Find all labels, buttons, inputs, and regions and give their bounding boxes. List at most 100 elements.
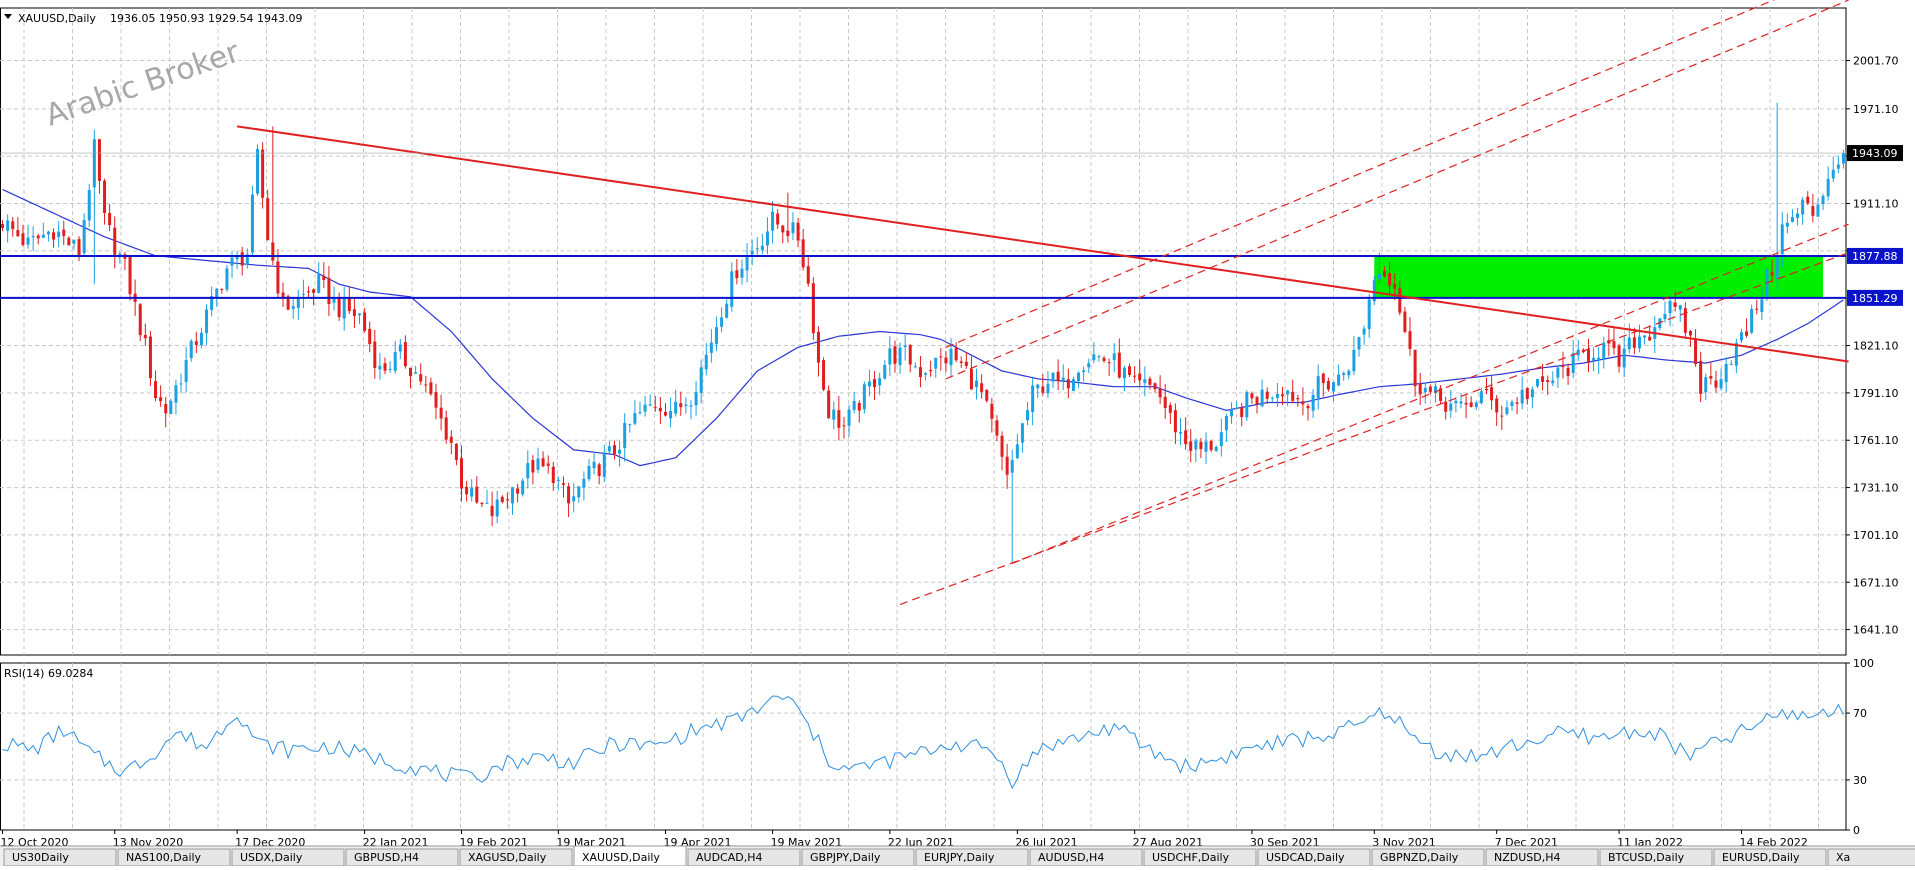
candle-body <box>46 231 50 235</box>
candle-body <box>1219 432 1223 447</box>
candle-body <box>689 405 693 407</box>
candle-body <box>1209 440 1213 451</box>
candle-body <box>1224 415 1228 431</box>
candle-body <box>873 379 877 388</box>
chart-tab-label[interactable]: XAGUSD,Daily <box>468 851 547 864</box>
chart-tab-label[interactable]: AUDCAD,H4 <box>696 851 763 864</box>
candle-body <box>1602 342 1606 360</box>
candle-body <box>612 445 616 454</box>
chart-tab-label[interactable]: Xa <box>1836 851 1850 864</box>
level-price-label-box <box>1847 289 1903 306</box>
chart-tab-label[interactable]: US30Daily <box>12 851 69 864</box>
candle-body <box>1663 313 1667 320</box>
chart-tab-label[interactable]: NAS100,Daily <box>126 851 202 864</box>
candle-body <box>72 240 76 244</box>
price-tick-label: 2001.70 <box>1853 55 1899 68</box>
candle-body <box>1143 379 1147 383</box>
candle-body <box>495 499 499 517</box>
candle-body <box>1270 397 1274 399</box>
chart-tab-label[interactable]: USDX,Daily <box>240 851 303 864</box>
channel-line[interactable] <box>1012 223 1849 565</box>
drawings-layer <box>0 0 1849 606</box>
candle-body <box>205 309 209 334</box>
candle-body <box>393 352 397 371</box>
descending-trendline[interactable] <box>236 125 1849 363</box>
candle-body <box>1765 269 1769 298</box>
candle-body <box>975 380 979 388</box>
channel-line[interactable] <box>945 0 1849 348</box>
current-price-label: 1943.09 <box>1852 147 1898 160</box>
chart-tab-label[interactable]: GBPJPY,Daily <box>810 851 881 864</box>
candle-body <box>1255 397 1259 405</box>
price-tick-label: 1731.10 <box>1853 482 1899 495</box>
candle-body <box>765 231 769 246</box>
candle-body <box>312 289 316 293</box>
chart-tab-label[interactable]: GBPNZD,Daily <box>1380 851 1459 864</box>
candle-body <box>822 360 826 390</box>
candle-body <box>1495 398 1499 413</box>
candle-body <box>434 392 438 408</box>
candle-body <box>740 268 744 278</box>
candle-body <box>1643 335 1647 338</box>
candle-body <box>847 409 851 426</box>
candle-body <box>490 505 494 517</box>
candle-body <box>918 367 922 378</box>
level-price-label: 1877.88 <box>1852 250 1898 263</box>
candle-body <box>1250 393 1254 399</box>
candle-body <box>439 407 443 419</box>
candle-body <box>1816 204 1820 217</box>
candle-body <box>128 256 132 295</box>
candle-body <box>179 383 183 385</box>
candle-body <box>1066 379 1070 389</box>
candle-body <box>801 239 805 268</box>
candle-body <box>159 397 163 402</box>
candle-body <box>1699 360 1703 394</box>
candle-body <box>816 331 820 363</box>
candle-body <box>1785 222 1789 227</box>
moving-average-layer <box>2 188 1844 467</box>
channel-line[interactable] <box>945 0 1849 380</box>
candle-body <box>1704 377 1708 393</box>
candle-body <box>1163 396 1167 409</box>
candle-body <box>199 332 203 346</box>
rsi-label: RSI(14) 69.0284 <box>4 667 93 680</box>
title-dropdown-icon[interactable] <box>4 14 12 19</box>
candle-body <box>827 390 831 419</box>
candle-body <box>791 222 795 234</box>
candle-body <box>220 288 224 290</box>
candle-body <box>1087 363 1091 368</box>
candle-body <box>674 401 678 414</box>
candle-body <box>1515 402 1519 404</box>
candle-body <box>1168 405 1172 413</box>
candle-body <box>256 148 260 194</box>
chart-tab-label[interactable]: NZDUSD,H4 <box>1494 851 1561 864</box>
candle-body <box>648 404 652 406</box>
candle-body <box>1020 423 1024 443</box>
candle-body <box>414 372 418 374</box>
chart-tab-label[interactable]: USDCHF,Daily <box>1152 851 1230 864</box>
candle-body <box>1831 169 1835 179</box>
candle-body <box>1306 405 1310 409</box>
candle-body <box>485 502 489 504</box>
chart-tab-label[interactable]: EURJPY,Daily <box>924 851 995 864</box>
candle-body <box>1005 456 1009 475</box>
chart-tab-label[interactable]: XAUUSD,Daily <box>582 851 660 864</box>
candle-body <box>1413 349 1417 387</box>
chart-tab-label[interactable]: BTCUSD,Daily <box>1608 851 1685 864</box>
candle-body <box>1296 397 1300 400</box>
candle-body <box>623 423 627 449</box>
candle-body <box>1112 353 1116 360</box>
watermark: Arabic Broker <box>41 34 244 133</box>
chart-tab-label[interactable]: AUDUSD,H4 <box>1038 851 1104 864</box>
candle-body <box>1321 373 1325 384</box>
chart-tab-label[interactable]: USDCAD,Daily <box>1266 851 1345 864</box>
candle-body <box>1117 352 1121 378</box>
candle-body <box>745 255 749 271</box>
candle-body <box>337 297 341 318</box>
candle-body <box>684 404 688 406</box>
candle-body <box>1286 390 1290 395</box>
candle-body <box>1469 402 1473 408</box>
chart-tab-label[interactable]: EURUSD,Daily <box>1722 851 1800 864</box>
chart-tab-label[interactable]: GBPUSD,H4 <box>354 851 419 864</box>
